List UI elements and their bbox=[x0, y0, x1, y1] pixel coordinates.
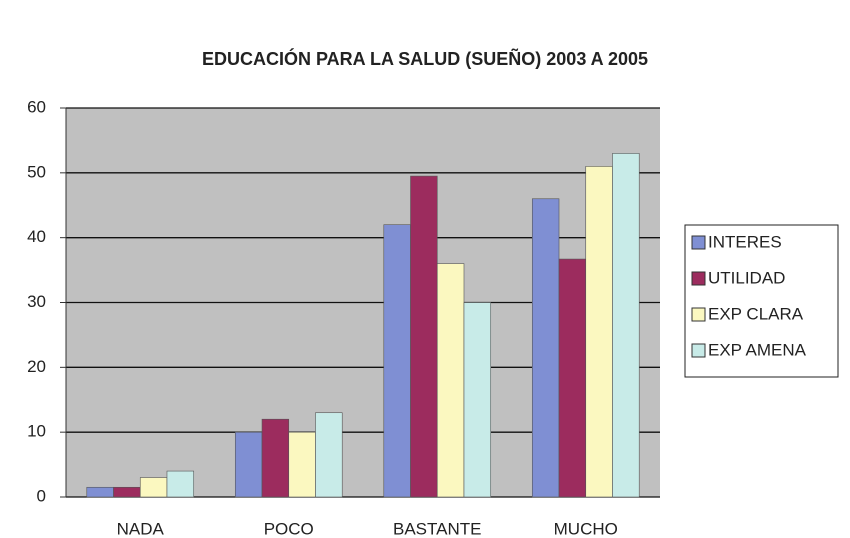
bar bbox=[113, 486, 141, 498]
bar bbox=[383, 224, 411, 498]
legend-label: EXP AMENA bbox=[708, 340, 807, 359]
bar bbox=[558, 258, 587, 498]
bar bbox=[410, 175, 438, 498]
bar bbox=[315, 412, 343, 498]
x-tick-label: MUCHO bbox=[554, 519, 618, 538]
bar bbox=[86, 486, 114, 498]
legend-label: UTILIDAD bbox=[708, 268, 785, 287]
bar bbox=[261, 418, 290, 498]
legend-swatch bbox=[691, 307, 706, 322]
bar bbox=[166, 470, 195, 498]
bar bbox=[234, 431, 263, 498]
legend-label: EXP CLARA bbox=[708, 304, 804, 323]
y-tick-label: 0 bbox=[37, 486, 46, 505]
y-tick-label: 40 bbox=[27, 227, 46, 246]
bar bbox=[139, 477, 168, 498]
legend-swatch bbox=[691, 343, 706, 358]
legend-swatch bbox=[691, 235, 706, 250]
y-tick-label: 20 bbox=[27, 357, 46, 376]
bar bbox=[463, 302, 492, 498]
x-tick-label: NADA bbox=[117, 519, 165, 538]
bar bbox=[612, 153, 640, 498]
legend-box bbox=[684, 224, 839, 378]
bar bbox=[436, 263, 465, 498]
x-tick-label: BASTANTE bbox=[393, 519, 481, 538]
chart-title: EDUCACIÓN PARA LA SALUD (SUEÑO) 2003 A 2… bbox=[202, 48, 648, 69]
y-tick-label: 60 bbox=[27, 97, 46, 116]
y-tick-label: 30 bbox=[27, 292, 46, 311]
x-tick-label: POCO bbox=[264, 519, 314, 538]
legend-label: INTERES bbox=[708, 232, 782, 251]
y-tick-label: 50 bbox=[27, 162, 46, 181]
bar bbox=[585, 166, 613, 498]
legend-swatch bbox=[691, 271, 706, 286]
bar bbox=[288, 431, 316, 498]
bar bbox=[531, 198, 560, 498]
y-tick-label: 10 bbox=[27, 422, 46, 441]
